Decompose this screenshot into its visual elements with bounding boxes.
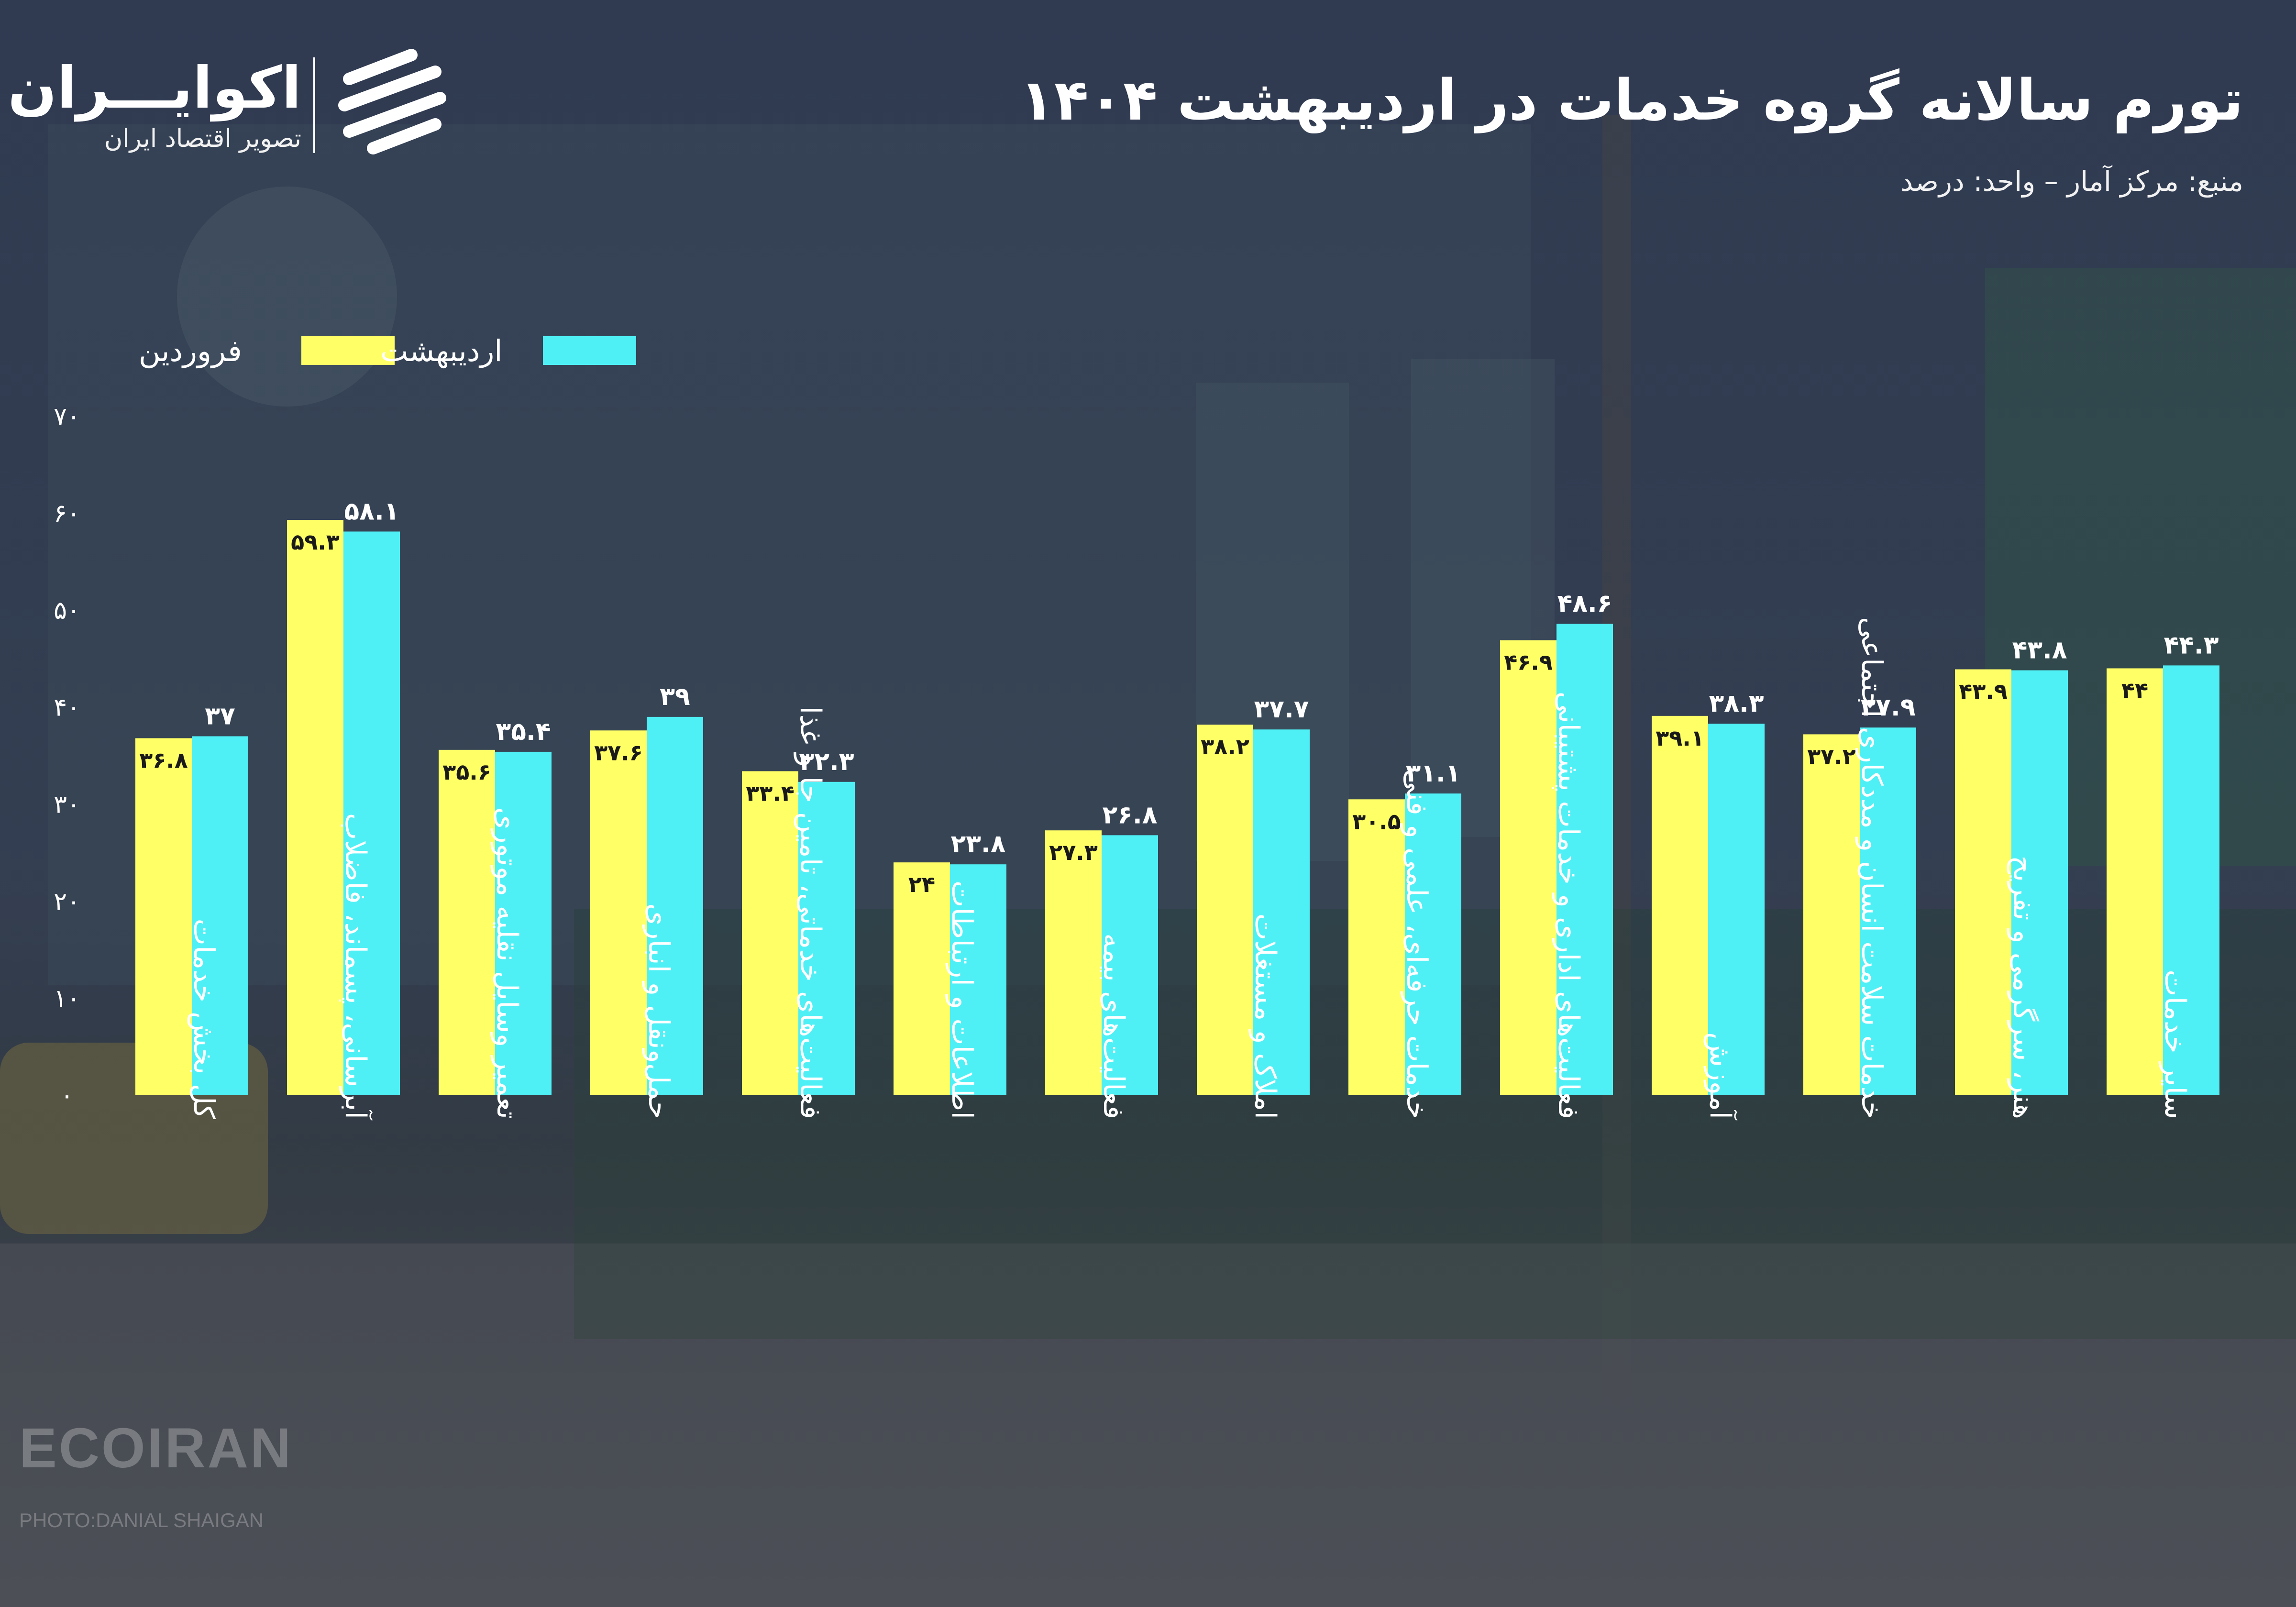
y-tick-label: ۶۰: [54, 499, 80, 528]
data-label-farvardin: ۳۷.۲: [1807, 743, 1856, 769]
data-label-farvardin: ۳۶.۸: [139, 747, 188, 773]
y-tick-label: ۱۰: [54, 984, 80, 1013]
category-label: آموزش: [1703, 1032, 1738, 1120]
bar-farvardin: [2107, 668, 2163, 1095]
data-label-ordibehesht: ۳۲.۳: [799, 748, 854, 776]
category-label: خدمات حرفه‌ای، علمی و فنی: [1400, 769, 1434, 1119]
legend-swatch-farvardin: [301, 336, 395, 365]
bar-ordibehesht: [1102, 835, 1158, 1095]
chart-title: تورم سالانه گروه خدمات در اردیبهشت ۱۴۰۴: [1019, 67, 2243, 133]
watermark-brand: ECOIRAN: [19, 1417, 293, 1480]
data-label-ordibehesht: ۳۸.۳: [1709, 689, 1764, 718]
data-label-farvardin: ۳۳.۴: [746, 780, 795, 806]
data-label-farvardin: ۴۴: [2121, 677, 2148, 703]
bar-ordibehesht: [950, 864, 1006, 1095]
bar-farvardin: [287, 520, 343, 1095]
y-tick-label: ۷۰: [54, 402, 80, 431]
category-label: حمل‌ونقل و انباری: [642, 903, 675, 1120]
bar-farvardin: [1348, 799, 1405, 1095]
bar-farvardin: [742, 771, 798, 1095]
data-label-farvardin: ۳۰.۵: [1352, 808, 1401, 834]
bar-ordibehesht: [1556, 624, 1613, 1095]
bar-ordibehesht: [2011, 670, 2068, 1095]
bar-farvardin: [135, 738, 192, 1095]
data-label-ordibehesht: ۵۸.۱: [344, 497, 399, 526]
category-label: فعالیت‌های بیمه: [1097, 933, 1130, 1119]
category-label: خدمات سلامت انسان و مددکاری اجتماعی: [1855, 617, 1888, 1119]
data-label-farvardin: ۳۹.۱: [1656, 725, 1704, 751]
bar-ordibehesht: [1405, 793, 1461, 1095]
data-label-ordibehesht: ۳۷.۷: [1254, 695, 1309, 724]
data-label-farvardin: ۴۳.۹: [1959, 678, 2008, 704]
ecoiran-logo-icon: [338, 49, 446, 154]
bar-ordibehesht: [343, 531, 400, 1095]
data-label-ordibehesht: ۳۵.۴: [496, 717, 551, 746]
bar-farvardin: [590, 730, 647, 1095]
bar-ordibehesht: [495, 751, 552, 1095]
bar-farvardin: [1803, 734, 1860, 1095]
ecoiran-watermark: ECOIRAN PHOTO:DANIAL SHAIGAN: [14, 1397, 359, 1559]
bars-area: ۳۶.۸ ۳۷ ۵۹.۳۵۸.۱ ۳۵.۶۳۵.۴ ۳۷.۶ ۳۹ ۳۳.۴۳۲.۳ ۲۴ ۲۳…: [135, 497, 2219, 1095]
data-label-farvardin: ۳۸.۲: [1201, 734, 1249, 759]
logo-divider: [313, 57, 315, 153]
photo-credit: PHOTO:DANIAL SHAIGAN: [19, 1509, 264, 1531]
legend-swatch-ordibehesht: [543, 336, 636, 365]
bar-farvardin: [439, 749, 495, 1095]
category-label: فعالیت‌های اداری و خدمات پشتیبانی: [1552, 692, 1585, 1119]
data-label-farvardin: ۵۹.۳: [291, 529, 340, 555]
bar-farvardin: [1045, 830, 1102, 1095]
bar-farvardin: [1197, 725, 1253, 1095]
data-label-farvardin: ۲۴: [908, 871, 935, 897]
bar-ordibehesht: [1253, 729, 1310, 1095]
data-label-farvardin: ۴۶.۹: [1504, 649, 1553, 675]
y-axis: ۰ ۱۰ ۲۰ ۳۰ ۴۰ ۵۰ ۶۰ ۷۰: [54, 402, 80, 1110]
legend-label-ordibehesht: اردیبهشت: [380, 333, 503, 368]
category-label: فعالیت‌های خدماتی، تامین جا و غذا: [794, 706, 827, 1119]
category-label: املاک و مستغلات: [1248, 914, 1282, 1119]
bar-farvardin: [1652, 715, 1708, 1095]
data-label-farvardin: ۳۷.۶: [594, 739, 643, 765]
category-label: سایر خدمات: [2158, 969, 2192, 1119]
legend-label-farvardin: فروردین: [139, 333, 242, 368]
data-label-ordibehesht: ۴۴.۳: [2164, 631, 2219, 660]
bar-farvardin: [1500, 640, 1556, 1095]
chart-subtitle: منبع: مرکز آمار – واحد: درصد: [1900, 165, 2243, 198]
category-label: هنر، سرگرمی و تفریح: [2007, 856, 2040, 1119]
y-tick-label: ۴۰: [54, 693, 80, 722]
legend-item-ordibehesht: اردیبهشت: [380, 332, 648, 371]
y-tick-label: ۰: [60, 1081, 74, 1110]
logo-tagline: تصویر اقتصاد ایران: [104, 124, 301, 153]
data-label-ordibehesht: ۳۹: [660, 682, 690, 711]
y-tick-label: ۲۰: [54, 887, 80, 916]
data-label-ordibehesht: ۲۳.۸: [951, 830, 1006, 859]
data-label-ordibehesht: ۳۷.۹: [1861, 693, 1916, 722]
data-label-ordibehesht: ۳۷: [205, 702, 235, 730]
category-label: آبرسانی، پسماند، فاضلاب: [339, 813, 373, 1121]
legend-item-farvardin: فروردین: [139, 332, 407, 371]
data-label-farvardin: ۲۷.۳: [1049, 839, 1098, 865]
data-label-ordibehesht: ۳۱.۱: [1406, 759, 1461, 788]
data-label-ordibehesht: ۲۶.۸: [1103, 801, 1158, 829]
logo-wordmark: اکوایـــران: [8, 55, 301, 121]
bar-ordibehesht: [647, 716, 703, 1095]
y-tick-label: ۵۰: [54, 596, 80, 625]
bar-farvardin: [894, 862, 950, 1095]
data-label-farvardin: ۳۵.۶: [442, 759, 491, 785]
y-tick-label: ۳۰: [54, 790, 80, 819]
bar-ordibehesht: [1860, 727, 1916, 1095]
bar-ordibehesht: [2163, 665, 2219, 1095]
category-label: تعمیر وسایل نقلیه موتوری: [490, 807, 524, 1119]
bar-farvardin: [1955, 669, 2011, 1095]
data-label-ordibehesht: ۴۳.۸: [2012, 636, 2067, 664]
category-label: اطلاعات و ارتباطات: [945, 881, 979, 1119]
bar-ordibehesht: [1708, 724, 1765, 1095]
bar-ordibehesht: [798, 781, 855, 1095]
x-axis: کل بخش خدمات آبرسانی، پسماند، فاضلاب تعمیر…: [187, 617, 2192, 1120]
ecoiran-logo: اکوایـــران تصویر اقتصاد ایران: [8, 45, 474, 160]
data-label-ordibehesht: ۴۸.۶: [1557, 589, 1612, 618]
category-label: کل بخش خدمات: [187, 918, 221, 1119]
bar-ordibehesht: [192, 736, 248, 1095]
